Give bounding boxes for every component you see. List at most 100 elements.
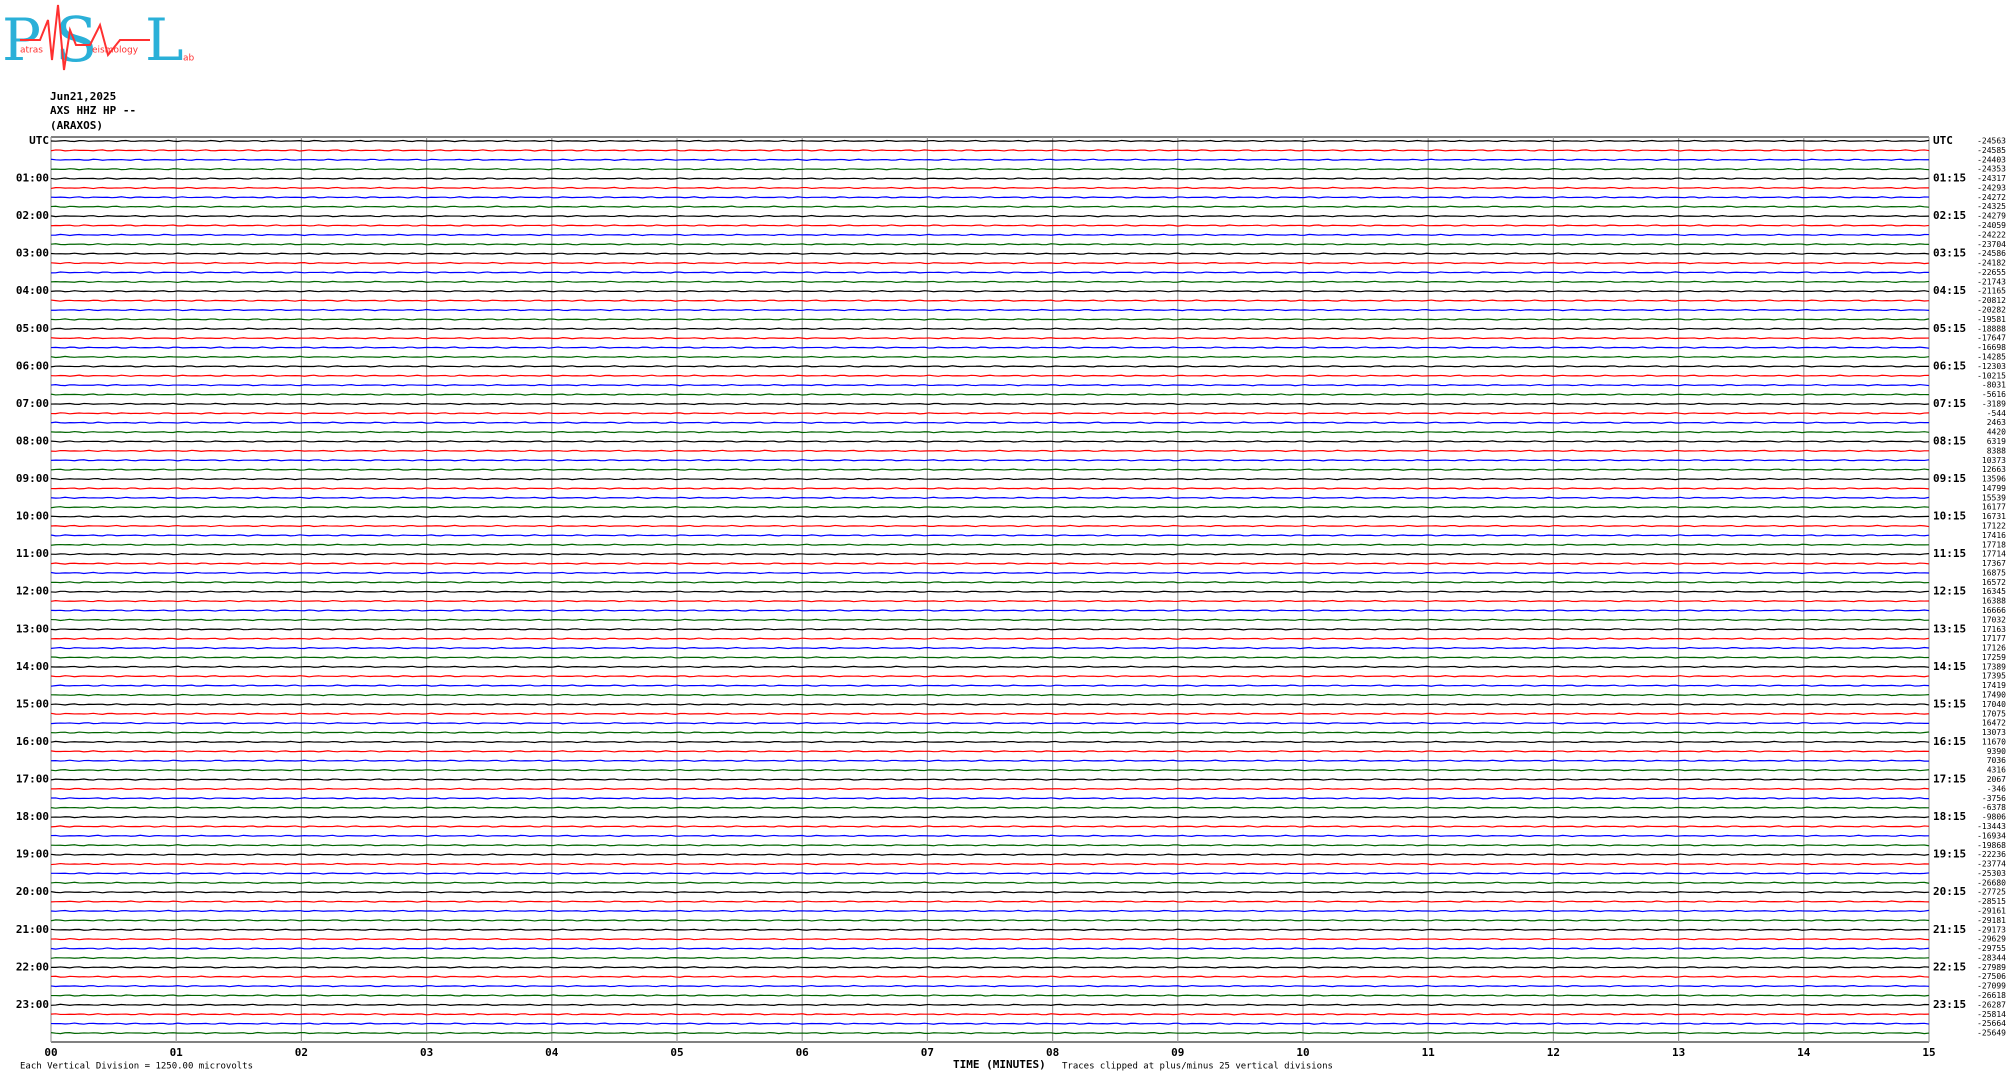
x-tick-label: 05 — [670, 1046, 683, 1059]
trace — [50, 721, 1930, 725]
offset-label: -21743 — [1977, 277, 2006, 286]
trace — [50, 430, 1930, 434]
right-time-label: 12:15 — [1933, 585, 1966, 598]
offset-label: 17718 — [1982, 540, 2006, 549]
trace — [50, 919, 1930, 922]
offset-label: 12663 — [1982, 465, 2006, 474]
offset-label: 16388 — [1982, 597, 2006, 606]
offset-label: -20812 — [1977, 296, 2006, 305]
trace — [50, 280, 1930, 284]
trace — [50, 740, 1930, 744]
offset-label: -19868 — [1977, 841, 2006, 850]
right-time-label: 16:15 — [1933, 735, 1966, 748]
trace — [50, 956, 1930, 960]
right-time-label: 19:15 — [1933, 848, 1966, 861]
offset-label: -29173 — [1977, 925, 2006, 934]
trace — [50, 271, 1930, 274]
offset-label: 17389 — [1982, 662, 2006, 671]
offset-label: 17075 — [1982, 709, 2006, 718]
offset-label: -9806 — [1982, 813, 2006, 822]
trace — [50, 590, 1930, 593]
offset-label: -24272 — [1977, 193, 2006, 202]
trace — [50, 872, 1930, 875]
offset-label: -22236 — [1977, 850, 2006, 859]
offset-label: -29181 — [1977, 916, 2006, 925]
trace — [50, 440, 1930, 443]
trace — [50, 346, 1930, 349]
offset-label: -10215 — [1977, 371, 2006, 380]
trace — [51, 308, 1930, 312]
right-time-label: 08:15 — [1933, 434, 1966, 447]
offset-label: -24317 — [1977, 174, 2006, 183]
right-time-label: 21:15 — [1933, 923, 1966, 936]
trace — [50, 543, 1930, 546]
offset-label: 16345 — [1982, 587, 2006, 596]
trace — [50, 1022, 1930, 1025]
right-time-label: 11:15 — [1933, 547, 1966, 560]
left-time-label: 06:00 — [16, 359, 49, 372]
right-time-label: 03:15 — [1933, 247, 1966, 260]
offset-label: 2463 — [1987, 418, 2006, 427]
offset-label: 6319 — [1987, 437, 2006, 446]
offset-label: 16472 — [1982, 719, 2006, 728]
x-tick-label: 07 — [921, 1046, 934, 1059]
trace — [50, 571, 1930, 575]
x-tick-label: 15 — [1922, 1046, 1935, 1059]
offset-label: -28344 — [1977, 953, 2006, 962]
trace — [50, 412, 1930, 415]
trace — [50, 552, 1930, 556]
footnote-left: Each Vertical Division = 1250.00 microvo… — [20, 1062, 253, 1072]
trace — [50, 684, 1930, 687]
trace — [50, 243, 1930, 246]
trace — [50, 712, 1930, 715]
trace — [50, 768, 1930, 772]
x-tick-label: 10 — [1296, 1046, 1309, 1059]
left-time-label: 03:00 — [16, 247, 49, 260]
trace — [50, 1003, 1930, 1007]
left-time-label: 07:00 — [16, 397, 49, 410]
offset-label: -27099 — [1977, 982, 2006, 991]
right-time-label: 02:15 — [1933, 209, 1966, 222]
offset-label: -6378 — [1982, 803, 2006, 812]
trace — [50, 327, 1930, 330]
trace — [50, 177, 1930, 180]
trace — [50, 937, 1930, 941]
offset-label: -26680 — [1977, 878, 2006, 887]
offset-label: -24279 — [1977, 212, 2006, 221]
offset-label: -21165 — [1977, 287, 2006, 296]
offset-label: -24353 — [1977, 165, 2006, 174]
offset-label: -28515 — [1977, 897, 2006, 906]
offset-label: -24403 — [1977, 155, 2006, 164]
trace — [50, 186, 1930, 190]
offset-label: 8388 — [1987, 446, 2006, 455]
trace — [50, 862, 1930, 866]
offset-label: -12303 — [1977, 362, 2006, 371]
left-time-label: 23:00 — [16, 998, 49, 1011]
offset-label: 16666 — [1982, 606, 2006, 615]
offset-label: 14799 — [1982, 484, 2006, 493]
x-tick-label: 11 — [1422, 1046, 1436, 1059]
trace — [50, 383, 1930, 387]
trace — [50, 703, 1930, 706]
offset-label: -24222 — [1977, 230, 2006, 239]
trace — [50, 402, 1930, 406]
trace — [50, 196, 1930, 199]
offset-label: -19581 — [1977, 315, 2006, 324]
offset-label: 17126 — [1982, 644, 2006, 653]
station: (ARAXOS) — [50, 119, 103, 132]
left-time-label: 22:00 — [16, 960, 49, 973]
trace — [50, 158, 1930, 161]
right-time-label: 09:15 — [1933, 472, 1966, 485]
offset-label: 17122 — [1982, 521, 2006, 530]
trace — [50, 205, 1930, 208]
offset-label: -29629 — [1977, 935, 2006, 944]
offset-label: -22655 — [1977, 268, 2006, 277]
offset-label: -26618 — [1977, 991, 2006, 1000]
offset-label: 10373 — [1982, 456, 2006, 465]
footnote-right: Traces clipped at plus/minus 25 vertical… — [1062, 1062, 1333, 1072]
logo-word: ab — [183, 54, 195, 64]
trace — [50, 947, 1930, 950]
offset-label: -14285 — [1977, 352, 2006, 361]
offset-label: -23774 — [1977, 860, 2006, 869]
right-time-label: 23:15 — [1933, 998, 1966, 1011]
